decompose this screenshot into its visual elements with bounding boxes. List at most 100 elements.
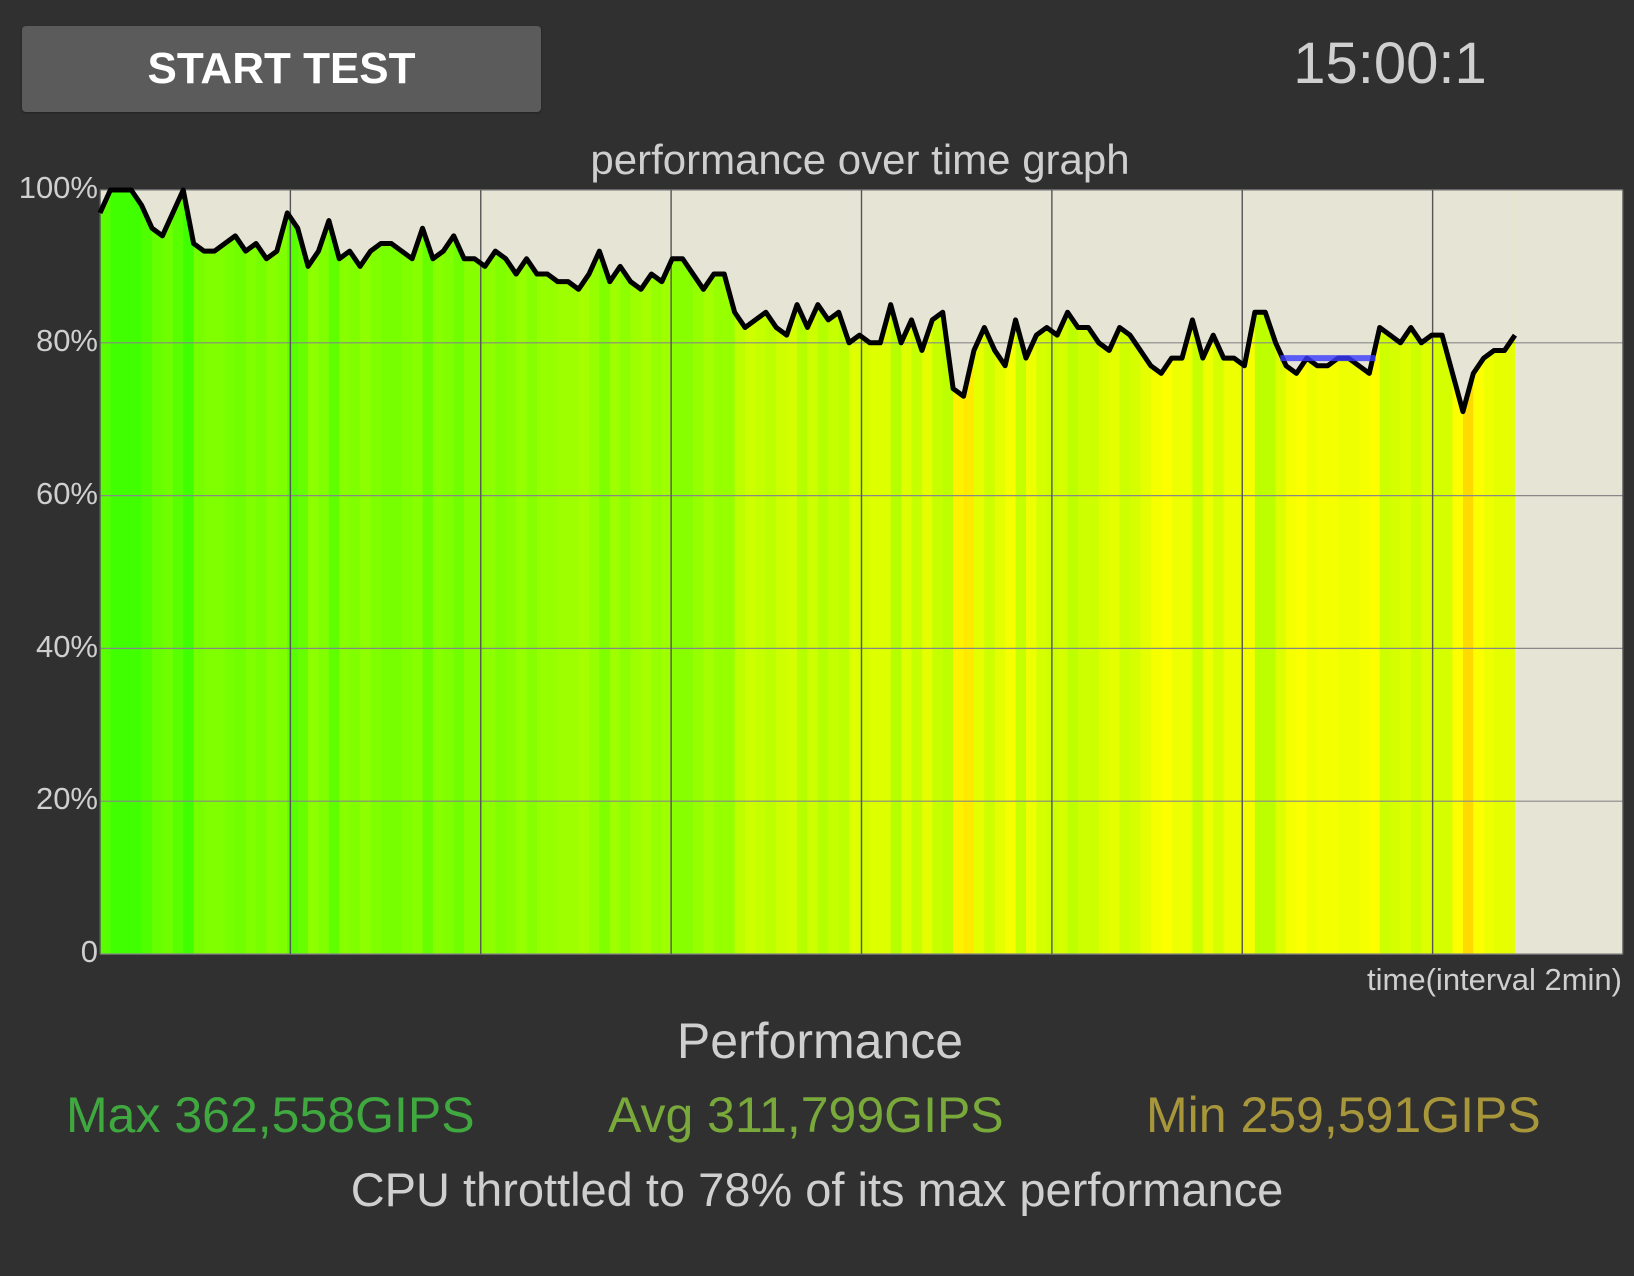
heat-bar	[745, 190, 757, 954]
performance-heading: Performance	[676, 1013, 964, 1069]
heat-bar	[391, 190, 403, 954]
heat-bar	[464, 190, 476, 954]
heat-bar	[1338, 190, 1350, 954]
heat-bar	[505, 190, 517, 954]
heat-bar	[963, 190, 975, 954]
heat-bar	[1483, 190, 1495, 954]
heat-bar	[724, 190, 736, 954]
elapsed-time: 15:00:1	[1293, 31, 1487, 96]
heat-bar	[193, 190, 205, 954]
heat-bar	[869, 190, 881, 954]
heat-bar	[661, 190, 673, 954]
ytick-label: 60%	[35, 476, 98, 511]
heat-bar	[1067, 190, 1079, 954]
heat-bar	[1462, 190, 1474, 954]
heat-bar	[1327, 190, 1339, 954]
heat-bar	[308, 190, 320, 954]
heat-bar	[349, 190, 361, 954]
heat-bar	[224, 190, 236, 954]
heat-bar	[214, 190, 226, 954]
heat-bar	[911, 190, 923, 954]
heat-bar	[162, 190, 174, 954]
heat-bar	[984, 190, 996, 954]
heat-bar	[901, 190, 913, 954]
heat-bar	[443, 190, 455, 954]
heat-bar	[599, 190, 611, 954]
heat-bar	[453, 190, 465, 954]
heat-bar	[828, 190, 840, 954]
heat-bar	[1254, 190, 1266, 954]
heat-bar	[422, 190, 434, 954]
performance-line	[97, 187, 1518, 415]
heat-bar	[1129, 190, 1141, 954]
heat-bar	[1379, 190, 1391, 954]
heat-bar	[1244, 190, 1256, 954]
heat-bar	[1265, 190, 1277, 954]
heat-bar	[797, 190, 809, 954]
heat-bar	[297, 190, 309, 954]
heat-bar	[1057, 190, 1069, 954]
heat-bar	[890, 190, 902, 954]
heat-bar	[1088, 190, 1100, 954]
chart-title: performance over time graph	[590, 136, 1130, 183]
avg-performance: Avg 311,799GIPS	[608, 1087, 1004, 1143]
heat-bar	[1369, 190, 1381, 954]
heat-bar	[953, 190, 965, 954]
heat-bar	[557, 190, 569, 954]
ytick-label: 80%	[35, 323, 98, 358]
heat-bar	[131, 190, 143, 954]
max-performance: Max 362,558GIPS	[66, 1087, 475, 1143]
heat-bar	[1410, 190, 1422, 954]
start-test-button[interactable]: START TEST	[22, 26, 541, 112]
heat-bar	[100, 190, 112, 954]
heat-bar	[360, 190, 372, 954]
min-performance: Min 259,591GIPS	[1146, 1087, 1541, 1143]
heat-bar	[1348, 190, 1360, 954]
heat-bar	[1182, 190, 1194, 954]
heat-bar	[786, 190, 798, 954]
ytick-label: 0	[80, 934, 98, 969]
heat-bar	[1161, 190, 1173, 954]
area-mask	[100, 190, 1515, 412]
heat-bar	[1140, 190, 1152, 954]
heat-bar	[474, 190, 486, 954]
heat-bar	[1494, 190, 1506, 954]
heat-bar	[682, 190, 694, 954]
heat-bar	[880, 190, 892, 954]
heat-bar	[204, 190, 216, 954]
heat-bar	[641, 190, 653, 954]
heat-bar	[516, 190, 528, 954]
heat-bar	[287, 190, 299, 954]
x-axis-label: time(interval 2min)	[1367, 962, 1622, 997]
heat-bar	[1015, 190, 1027, 954]
heat-bar	[370, 190, 382, 954]
heat-bar	[1442, 190, 1454, 954]
heat-bar	[849, 190, 861, 954]
heat-bar	[942, 190, 954, 954]
heat-bar	[1452, 190, 1464, 954]
heat-bar	[1036, 190, 1048, 954]
heat-bar	[1234, 190, 1246, 954]
heat-bar	[859, 190, 871, 954]
heat-bar	[276, 190, 288, 954]
ytick-label: 100%	[18, 170, 98, 205]
heat-bar	[1213, 190, 1225, 954]
heat-bar	[235, 190, 247, 954]
heat-bar	[110, 190, 122, 954]
heat-bar	[495, 190, 507, 954]
heat-bar	[932, 190, 944, 954]
ytick-label: 40%	[35, 629, 98, 664]
heat-bar	[703, 190, 715, 954]
heat-bar	[776, 190, 788, 954]
heat-bar	[245, 190, 257, 954]
heat-bar	[1275, 190, 1287, 954]
heat-bar	[172, 190, 184, 954]
heat-bar	[568, 190, 580, 954]
heat-bar	[1286, 190, 1298, 954]
heat-bar	[141, 190, 153, 954]
heat-bar	[1119, 190, 1131, 954]
heat-bar	[1192, 190, 1204, 954]
ytick-label: 20%	[35, 781, 98, 816]
heat-bar	[755, 190, 767, 954]
heat-bar	[693, 190, 705, 954]
